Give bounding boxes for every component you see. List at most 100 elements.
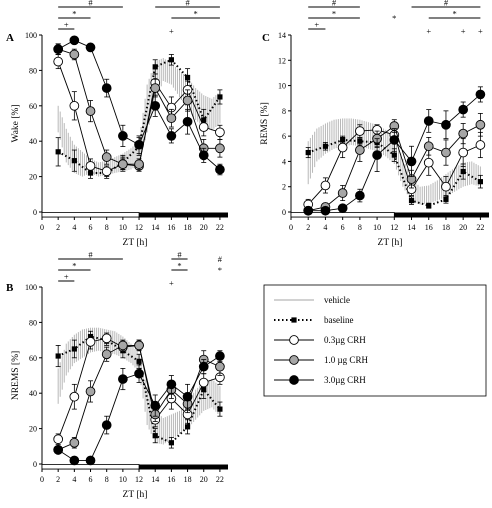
x-tick-label: 2 — [56, 223, 60, 232]
y-axis-label: NREMS [%] — [11, 351, 21, 400]
data-point — [215, 127, 225, 138]
x-tick-label: 10 — [373, 223, 381, 232]
data-point — [458, 128, 469, 139]
panel-c: C 0 2 4 6 8 10 12 14 0 2 4 6 8 10 12 14 16 18 20 22 ZT [h] REM… — [260, 0, 489, 248]
y-tick-label: 20 — [29, 425, 37, 434]
x-axis-label: ZT [h] — [378, 238, 403, 248]
x-tick-label: 4 — [72, 475, 76, 484]
data-point — [443, 196, 449, 202]
data-point — [69, 35, 80, 46]
data-point — [69, 49, 80, 60]
data-point — [198, 122, 209, 132]
data-point — [53, 56, 64, 67]
data-point — [150, 100, 161, 111]
data-point — [136, 358, 142, 364]
data-point — [389, 135, 400, 145]
data-point — [55, 149, 61, 155]
data-point — [53, 44, 64, 55]
data-point — [69, 391, 80, 402]
x-tick-label: 22 — [476, 223, 484, 232]
data-point — [101, 420, 112, 430]
data-point — [391, 152, 397, 158]
significance-mark: + — [314, 20, 319, 30]
significance-mark: # — [444, 0, 449, 8]
data-point — [337, 142, 348, 153]
y-tick-label: 60 — [29, 354, 37, 363]
panel-b: B 0 20 40 60 80 100 0 2 4 6 8 10 12 14 16 18 20 22 ZT [h] NR… — [6, 250, 228, 500]
significance-mark: + — [169, 26, 174, 36]
y-tick-label: 20 — [29, 173, 37, 182]
x-tick-label: 18 — [184, 223, 192, 232]
x-tick-label: 0 — [40, 223, 44, 232]
data-point — [355, 126, 365, 136]
x-tick-label: 10 — [119, 223, 127, 232]
data-point — [475, 119, 486, 130]
data-point — [134, 159, 144, 170]
data-point — [337, 188, 348, 198]
legend: vehicle baseline 0.3µg CRH 1.0 µg CRH 3.0µg … — [263, 284, 487, 397]
y-tick-label: 100 — [25, 283, 37, 292]
dark-period-bar — [139, 212, 228, 217]
data-point — [85, 106, 96, 116]
y-axis-label: REMS [%] — [260, 102, 270, 145]
data-point — [85, 455, 96, 466]
data-point — [134, 340, 144, 351]
significance-mark: # — [185, 0, 190, 8]
data-point — [71, 346, 77, 352]
x-tick-label: 0 — [40, 475, 44, 484]
x-tick-label: 4 — [323, 223, 327, 232]
data-point — [423, 157, 434, 168]
data-point — [198, 377, 209, 388]
significance-mark: * — [452, 9, 456, 19]
data-point — [337, 203, 348, 214]
data-point — [85, 42, 96, 53]
data-point — [475, 140, 486, 150]
legend-item: 1.0 µg CRH — [274, 355, 368, 365]
legend-item: 3.0µg CRH — [274, 375, 366, 385]
series-gray — [53, 43, 225, 170]
panel-letter: C — [262, 32, 270, 44]
data-point — [168, 440, 174, 446]
x-tick-label: 22 — [216, 475, 224, 484]
data-point — [69, 455, 80, 466]
data-point — [198, 361, 209, 372]
data-point — [184, 74, 191, 81]
series-black — [303, 86, 486, 216]
x-tick-label: 12 — [135, 475, 143, 484]
x-tick-label: 14 — [151, 475, 159, 484]
data-point — [166, 379, 177, 390]
data-point — [152, 64, 158, 70]
legend-item: vehicle — [274, 295, 350, 305]
data-point — [118, 131, 128, 141]
data-point — [118, 340, 128, 351]
y-tick-label: 0 — [33, 460, 37, 469]
data-point — [198, 150, 209, 161]
x-tick-label: 22 — [216, 223, 224, 232]
data-point — [320, 205, 331, 216]
data-point — [372, 150, 382, 160]
x-tick-label: 2 — [56, 475, 60, 484]
significance-mark: + — [64, 20, 69, 30]
significance-mark: # — [88, 250, 93, 260]
x-tick-label: 16 — [167, 475, 175, 484]
data-point — [458, 147, 469, 158]
data-point — [355, 145, 365, 155]
data-point — [150, 83, 161, 93]
data-point — [215, 143, 225, 154]
x-tick-label: 10 — [119, 475, 127, 484]
data-point — [355, 190, 365, 201]
data-point — [475, 89, 486, 100]
significance-mark: * — [332, 9, 336, 19]
data-point — [134, 368, 144, 379]
legend-label: 3.0µg CRH — [324, 375, 366, 385]
x-tick-label: 18 — [442, 223, 450, 232]
y-tick-label: 100 — [25, 31, 37, 40]
data-point — [150, 400, 161, 411]
y-tick-label: 40 — [29, 389, 37, 398]
y-tick-label: 4 — [282, 157, 286, 166]
significance-mark: * — [392, 13, 396, 23]
x-tick-label: 2 — [306, 223, 310, 232]
x-tick-label: 20 — [459, 223, 467, 232]
significance-mark: * — [72, 9, 76, 19]
data-point — [182, 95, 193, 106]
